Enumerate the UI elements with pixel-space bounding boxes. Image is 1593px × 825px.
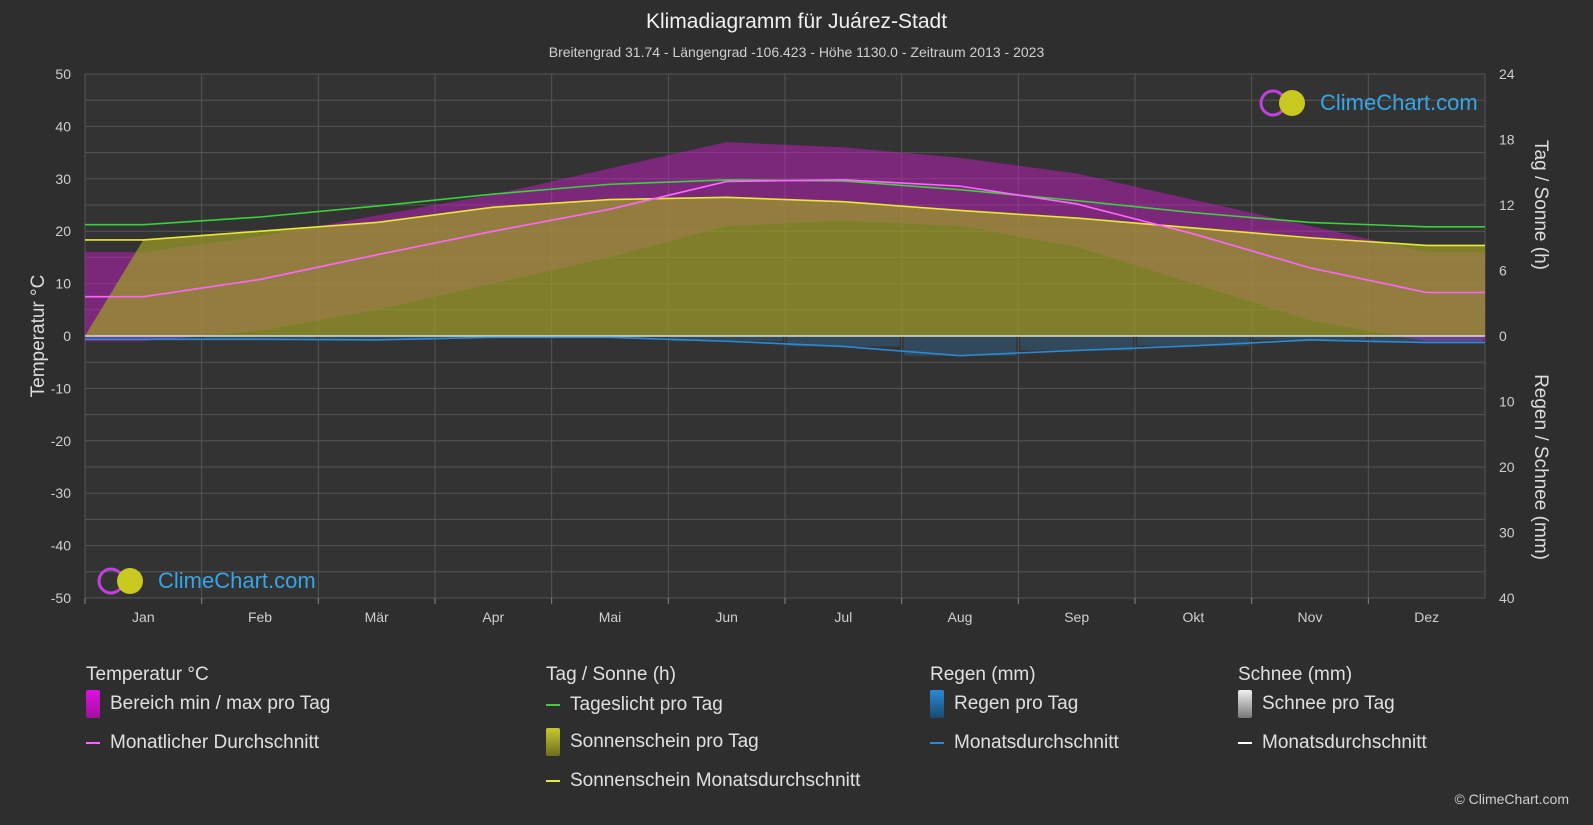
legend-daylight: Tageslicht pro Tag: [546, 694, 723, 716]
y-right-top-tick-label: 18: [1499, 132, 1515, 148]
legend-snow-avg-label: Monatsdurchschnitt: [1262, 732, 1427, 753]
x-tick-label: Nov: [1298, 609, 1323, 625]
x-tick-label: Sep: [1064, 609, 1089, 625]
legend-rain-day-label: Regen pro Tag: [954, 693, 1079, 714]
y-right-bottom-tick-label: 10: [1499, 394, 1515, 410]
rain-bar: [203, 336, 317, 340]
y-right-bottom-tick-label: 40: [1499, 590, 1515, 606]
legend-temp-avg: Monatlicher Durchschnitt: [86, 732, 319, 754]
rain-bar: [670, 336, 783, 342]
legend-sunshine: Sonnenschein pro Tag: [546, 728, 759, 756]
legend-sun-avg: Sonnenschein Monatsdurchschnitt: [546, 770, 860, 792]
logo-top: ClimeChart.com: [1258, 88, 1478, 118]
snow-avg-swatch: [1238, 742, 1252, 744]
chart-title: Klimadiagramm für Juárez-Stadt: [645, 10, 948, 33]
x-tick-label: Dez: [1414, 609, 1439, 625]
sunshine-area: [85, 197, 1485, 336]
y-right-bottom-axis-title: Regen / Schnee (mm): [1530, 374, 1551, 560]
y-right-top-axis-title: Tag / Sonne (h): [1530, 140, 1551, 270]
sunshine-swatch: [546, 728, 560, 756]
rain-bar: [1137, 336, 1250, 346]
y-left-tick-label: -20: [51, 433, 71, 449]
rain-bar: [87, 336, 200, 340]
y-left-tick-label: 40: [55, 118, 71, 134]
legend-temp-heading: Temperatur °C: [86, 664, 209, 685]
copyright: © ClimeChart.com: [1454, 791, 1569, 807]
x-tick-label: Mär: [365, 609, 389, 625]
legend-temp-avg-label: Monatlicher Durchschnitt: [110, 732, 320, 753]
climate-chart: 50 40 30 20 10 0 -10 -20 -30 -40 -50 24 18 12 6 0 10 20 30…: [28, 66, 1551, 625]
y-left-tick-label: -50: [51, 590, 71, 606]
x-tick-label: Jul: [834, 609, 852, 625]
legend-snow-day-label: Schnee pro Tag: [1262, 693, 1395, 714]
y-left-tick-label: -40: [51, 538, 71, 554]
logo-text: ClimeChart.com: [158, 568, 316, 593]
legend-sun-avg-label: Sonnenschein Monatsdurchschnitt: [570, 770, 861, 791]
y-left-tick-label: 30: [55, 171, 71, 187]
legend-snow-day: Schnee pro Tag: [1238, 690, 1395, 718]
legend-temp-range-label: Bereich min / max pro Tag: [110, 693, 331, 714]
legend-snow-heading: Schnee (mm): [1238, 664, 1353, 685]
legend-rain-avg: Monatsdurchschnitt: [930, 732, 1119, 754]
sun-avg-swatch: [546, 780, 560, 782]
y-right-bottom-tick-label: 20: [1499, 459, 1515, 475]
y-left-tick-label: 50: [55, 66, 71, 82]
legend-sun-heading: Tag / Sonne (h): [546, 664, 676, 685]
y-left-tick-label: -30: [51, 485, 71, 501]
x-tick-label: Apr: [482, 609, 504, 625]
rain-avg-swatch: [930, 742, 944, 744]
y-left-tick-label: 10: [55, 276, 71, 292]
y-right-top-tick-label: 6: [1499, 263, 1507, 279]
y-right-top-tick-label: 0: [1499, 328, 1507, 344]
rain-bar: [1020, 336, 1133, 351]
daylight-swatch: [546, 704, 560, 706]
chart-subtitle: Breitengrad 31.74 - Längengrad -106.423 …: [548, 44, 1045, 60]
logo-bottom: ClimeChart.com: [96, 566, 316, 596]
temp-range-swatch: [86, 690, 100, 718]
y-left-axis-title: Temperatur °C: [28, 275, 49, 398]
legend-rain-avg-label: Monatsdurchschnitt: [954, 732, 1119, 753]
x-tick-label: Jun: [715, 609, 738, 625]
y-left-tick-label: 0: [63, 328, 71, 344]
legend-sunshine-label: Sonnenschein pro Tag: [570, 731, 759, 752]
rain-bar: [1370, 336, 1483, 343]
y-right-top-tick-label: 24: [1499, 66, 1515, 82]
temp-avg-swatch: [86, 742, 100, 744]
rain-bar: [903, 336, 1017, 356]
y-right-top-tick-label: 12: [1499, 197, 1515, 213]
x-tick-label: Mai: [599, 609, 622, 625]
y-right-bottom-tick-label: 30: [1499, 525, 1515, 541]
sunshine-avg-line: [85, 196, 1485, 247]
rain-bar: [1253, 336, 1367, 340]
temp-avg-line: [85, 179, 1485, 298]
legend-temp-range: Bereich min / max pro Tag: [86, 690, 330, 718]
rain-bar: [320, 336, 433, 340]
logo-text: ClimeChart.com: [1320, 90, 1478, 115]
x-tick-label: Okt: [1182, 609, 1204, 625]
logo-icon: [1259, 89, 1305, 117]
rain-avg-line: [85, 336, 1485, 357]
legend-snow-avg: Monatsdurchschnitt: [1238, 732, 1427, 754]
x-tick-label: Aug: [948, 609, 973, 625]
legend-rain-heading: Regen (mm): [930, 664, 1036, 685]
logo-icon: [97, 567, 143, 595]
y-left-tick-label: -10: [51, 380, 71, 396]
legend-daylight-label: Tageslicht pro Tag: [570, 694, 723, 715]
rain-bar: [787, 336, 900, 347]
legend-rain-day: Regen pro Tag: [930, 690, 1078, 718]
rain-swatch: [930, 690, 944, 718]
x-tick-label: Feb: [248, 609, 272, 625]
snow-swatch: [1238, 690, 1252, 718]
x-tick-label: Jan: [132, 609, 155, 625]
y-left-tick-label: 20: [55, 223, 71, 239]
